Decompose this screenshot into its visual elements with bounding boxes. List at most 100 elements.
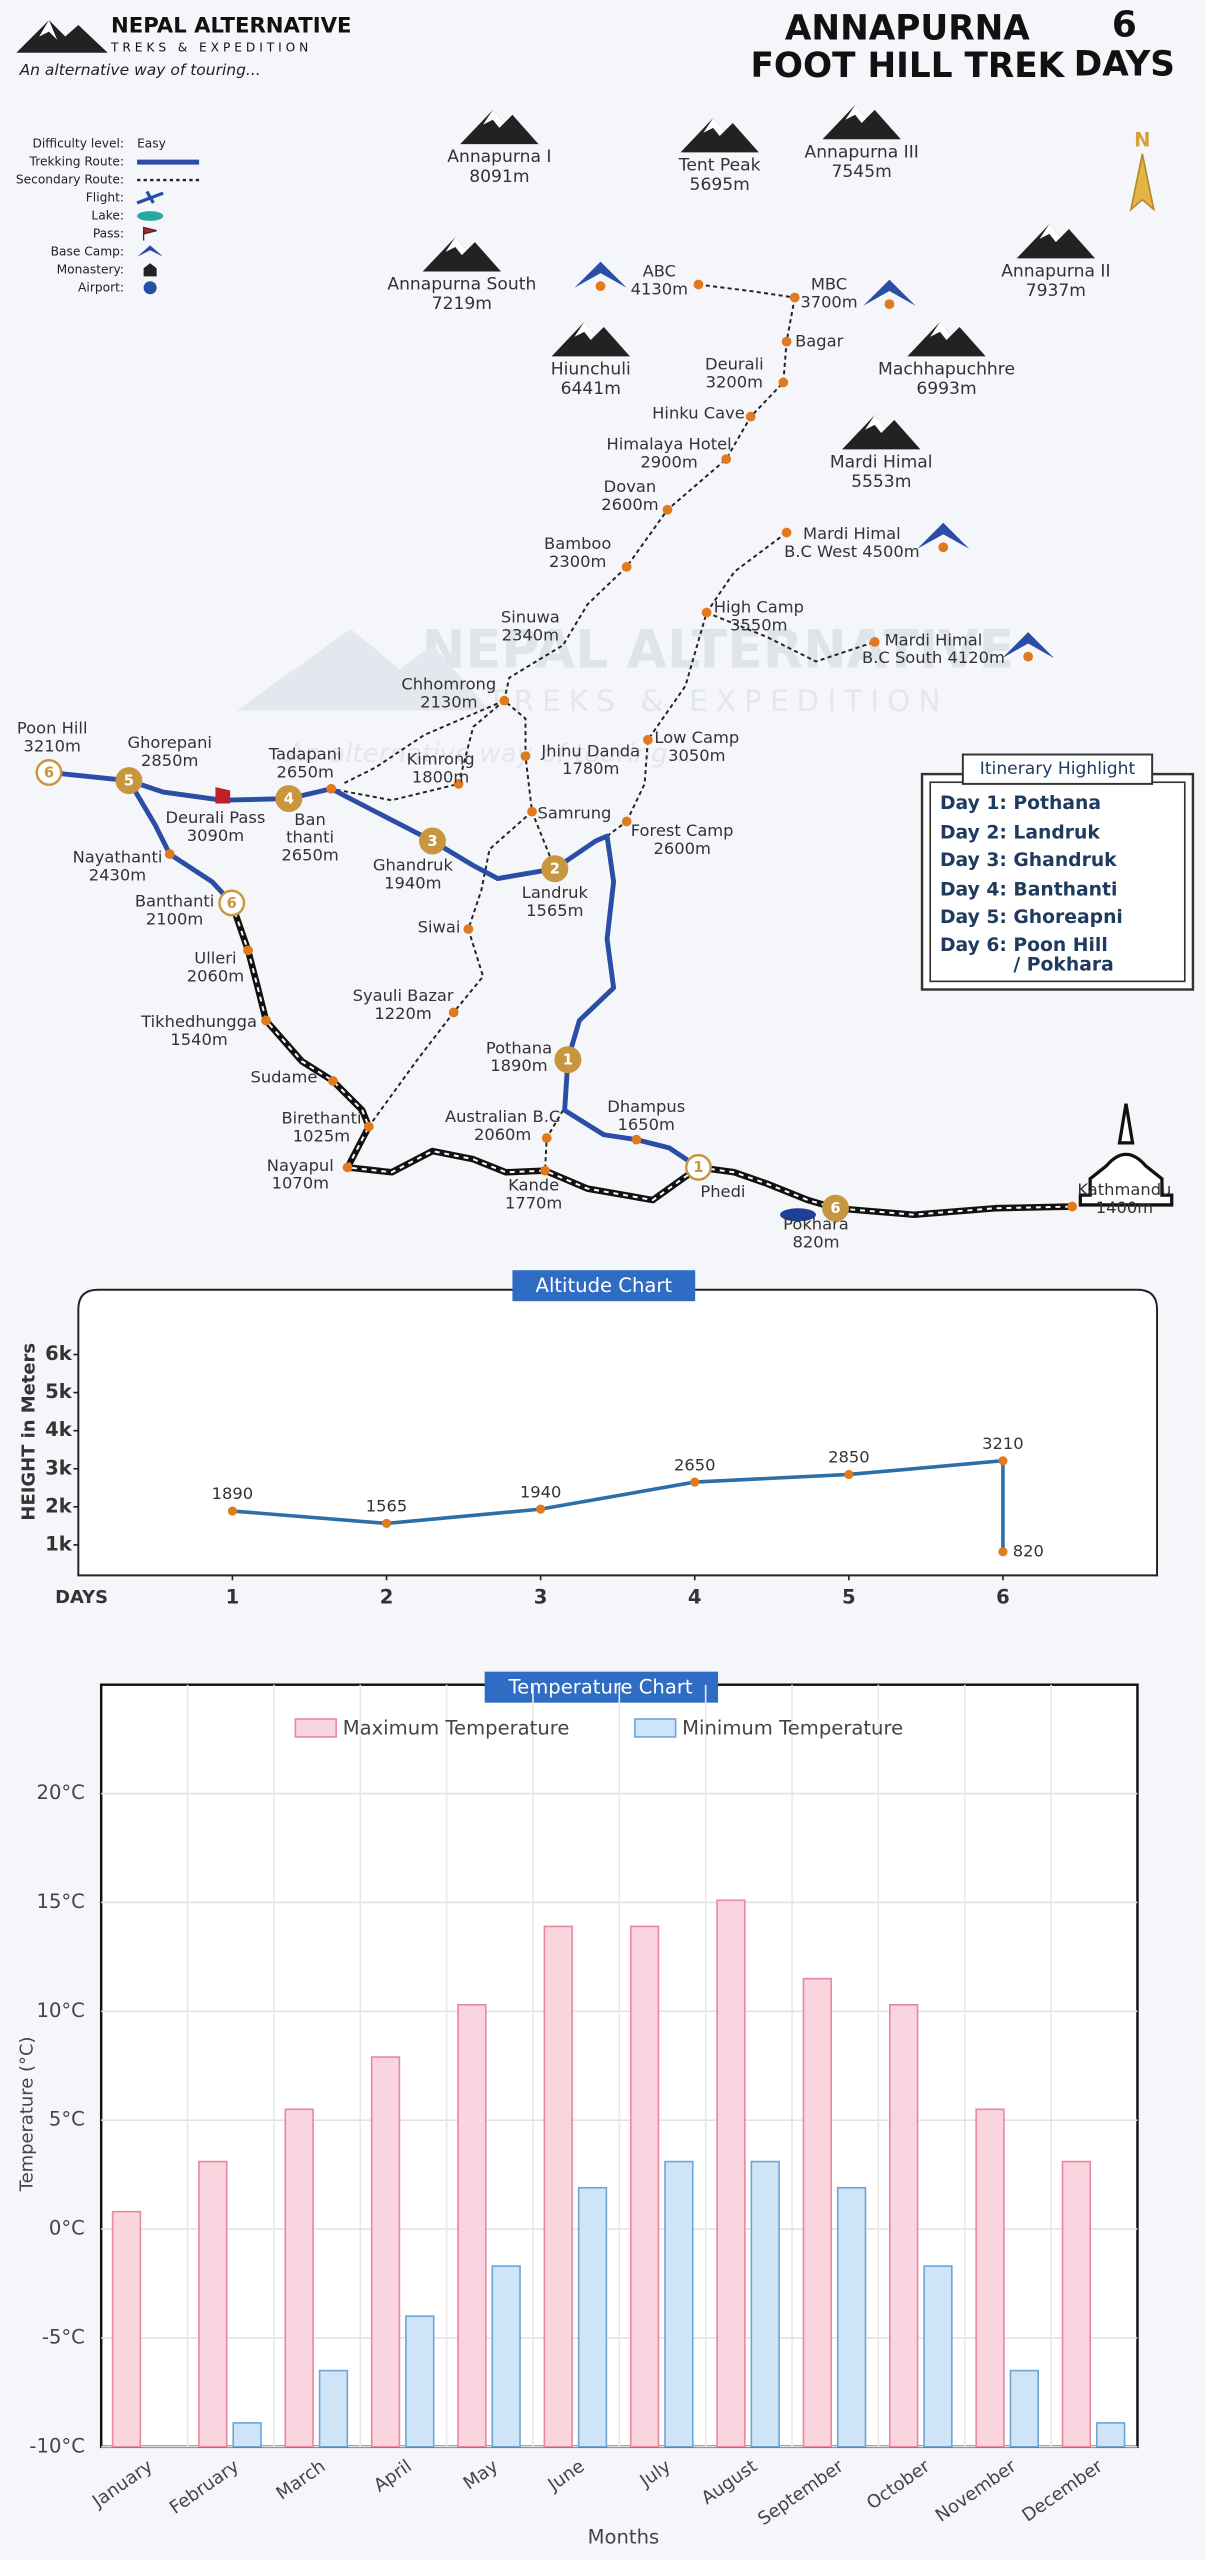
place-label-line: 2130m [420, 692, 477, 711]
place-dot [527, 806, 537, 817]
watermark-logo [236, 628, 490, 711]
temperature-bar [664, 2160, 694, 2448]
place-label: Chhomrong 2130m [401, 674, 496, 711]
chart-title-box [512, 1270, 696, 1302]
legend-label: Airport: [78, 280, 124, 294]
y-axis-label: Temperature (°C) [17, 2037, 38, 2193]
place-label-line: 2100m [146, 909, 203, 928]
peak-snow [845, 105, 867, 123]
place-label: Dhampus 1650m [607, 1097, 685, 1134]
basecamp-icon [917, 522, 970, 549]
peak-altitude: 8091m [469, 167, 529, 187]
brand-sub: TREKS & EXPEDITION [110, 40, 312, 54]
place-label-line: Ghorepani [127, 733, 211, 752]
day-badge [554, 1046, 582, 1074]
place-dot [164, 849, 175, 859]
day-badge [685, 1153, 712, 1181]
legend-icon [142, 226, 157, 241]
place-label-line: 2300m [549, 551, 606, 570]
peak-altitude: 6993m [916, 379, 976, 399]
legend-icon [136, 190, 164, 205]
place-label-line: Kimrong [407, 749, 475, 768]
secondary-route [368, 810, 533, 1128]
chart-title: Altitude Chart [536, 1274, 673, 1297]
place-dot [453, 778, 464, 789]
day-badge [115, 767, 143, 795]
place-label: Sudame [250, 1067, 317, 1086]
place-label-line: Samrung [537, 803, 611, 822]
place-label-line: Tikhedhungga [140, 1012, 257, 1031]
peak-snow [864, 415, 887, 434]
place-dot [540, 1165, 550, 1176]
place-label-line: Bagar [795, 331, 843, 350]
itinerary-day: Day 4: [940, 879, 1007, 900]
place-label-line: MBC [811, 274, 847, 293]
basecamp-dot [1023, 651, 1034, 662]
place-dot [721, 454, 732, 465]
peak-name: Tent Peak [678, 155, 761, 175]
place-label-line: Nayathanti [73, 847, 163, 866]
peak-snow [574, 322, 596, 341]
place-label: Phedi [700, 1181, 745, 1200]
place-dot [621, 816, 632, 827]
temperature-bar [491, 2265, 521, 2448]
place-label: Mardi Himal B.C South 4120m [862, 630, 1005, 667]
secondary-route [503, 297, 796, 870]
legend-basecamp [137, 245, 164, 257]
temperature-bar [111, 2210, 142, 2448]
legend-airport [143, 281, 157, 295]
place-dot [745, 411, 756, 422]
peak-altitude: 5553m [851, 472, 911, 492]
legend-monastery [143, 263, 157, 277]
place-label-line: Dovan [604, 476, 656, 495]
place-label: Dovan 2600m [601, 476, 658, 513]
altitude-point [690, 1477, 700, 1487]
y-tick-label: 0°C [49, 2217, 85, 2240]
place-label-line: 2650m [281, 845, 338, 864]
place-label-line: 1565m [526, 901, 583, 920]
place-label-line: 1890m [490, 1056, 547, 1075]
temperature-bar [405, 2315, 435, 2448]
data-label: 1565 [366, 1497, 407, 1516]
place-dot [701, 607, 712, 618]
peak-altitude: 6441m [561, 379, 621, 399]
peak-name: Mardi Himal [830, 452, 933, 472]
place-label-line: Tadapani [268, 744, 342, 763]
temperature-bar [975, 2108, 1005, 2448]
y-tick-label: 20°C [36, 1781, 84, 1804]
data-label: 820 [1013, 1541, 1044, 1560]
place-label-line: 1800m [412, 767, 469, 786]
basecamp-dot [938, 542, 949, 553]
place-label-line: Deurali Pass [165, 808, 265, 827]
place-label-line: Sinuwa [501, 607, 560, 626]
watermark: TREKS & EXPEDITION [487, 684, 949, 718]
place-label-line: Himalaya Hotel [607, 434, 732, 453]
place-label: Deurali 3200m [705, 354, 764, 391]
day-badge-number: 1 [563, 1052, 573, 1069]
place-label: Bagar [795, 331, 843, 350]
place-label: Samrung [537, 803, 611, 822]
peak-name: Annapurna III [804, 142, 918, 162]
place-label: Tikhedhungga 1540m [140, 1012, 257, 1049]
legend-label: Base Camp: [51, 244, 124, 258]
x-tick-label: 1 [226, 1586, 240, 1609]
day-badge-number: 3 [427, 833, 437, 850]
place-dot [781, 336, 792, 347]
place-dot [778, 377, 789, 388]
chart-title: Temperature Chart [508, 1675, 693, 1698]
temperature-bar [716, 1899, 746, 2448]
place-label: Pothana 1890m [486, 1038, 552, 1075]
place-label: Jhinu Danda 1780m [540, 741, 640, 778]
temperature-bar [1095, 2422, 1126, 2448]
place-label: Nayathanti 2430m [73, 847, 163, 884]
place-label-line: 2060m [474, 1124, 531, 1143]
peak-snow [483, 109, 505, 128]
temperature-bar [577, 2186, 608, 2448]
place-dot [463, 924, 474, 935]
x-tick-label: 4 [688, 1586, 702, 1609]
peak-name: Annapurna II [1001, 261, 1110, 281]
itinerary-place: / Pokhara [1013, 955, 1113, 976]
y-tick-label: 6k [45, 1342, 73, 1365]
altitude-point [844, 1469, 854, 1480]
y-tick-label: 2k [45, 1494, 73, 1517]
